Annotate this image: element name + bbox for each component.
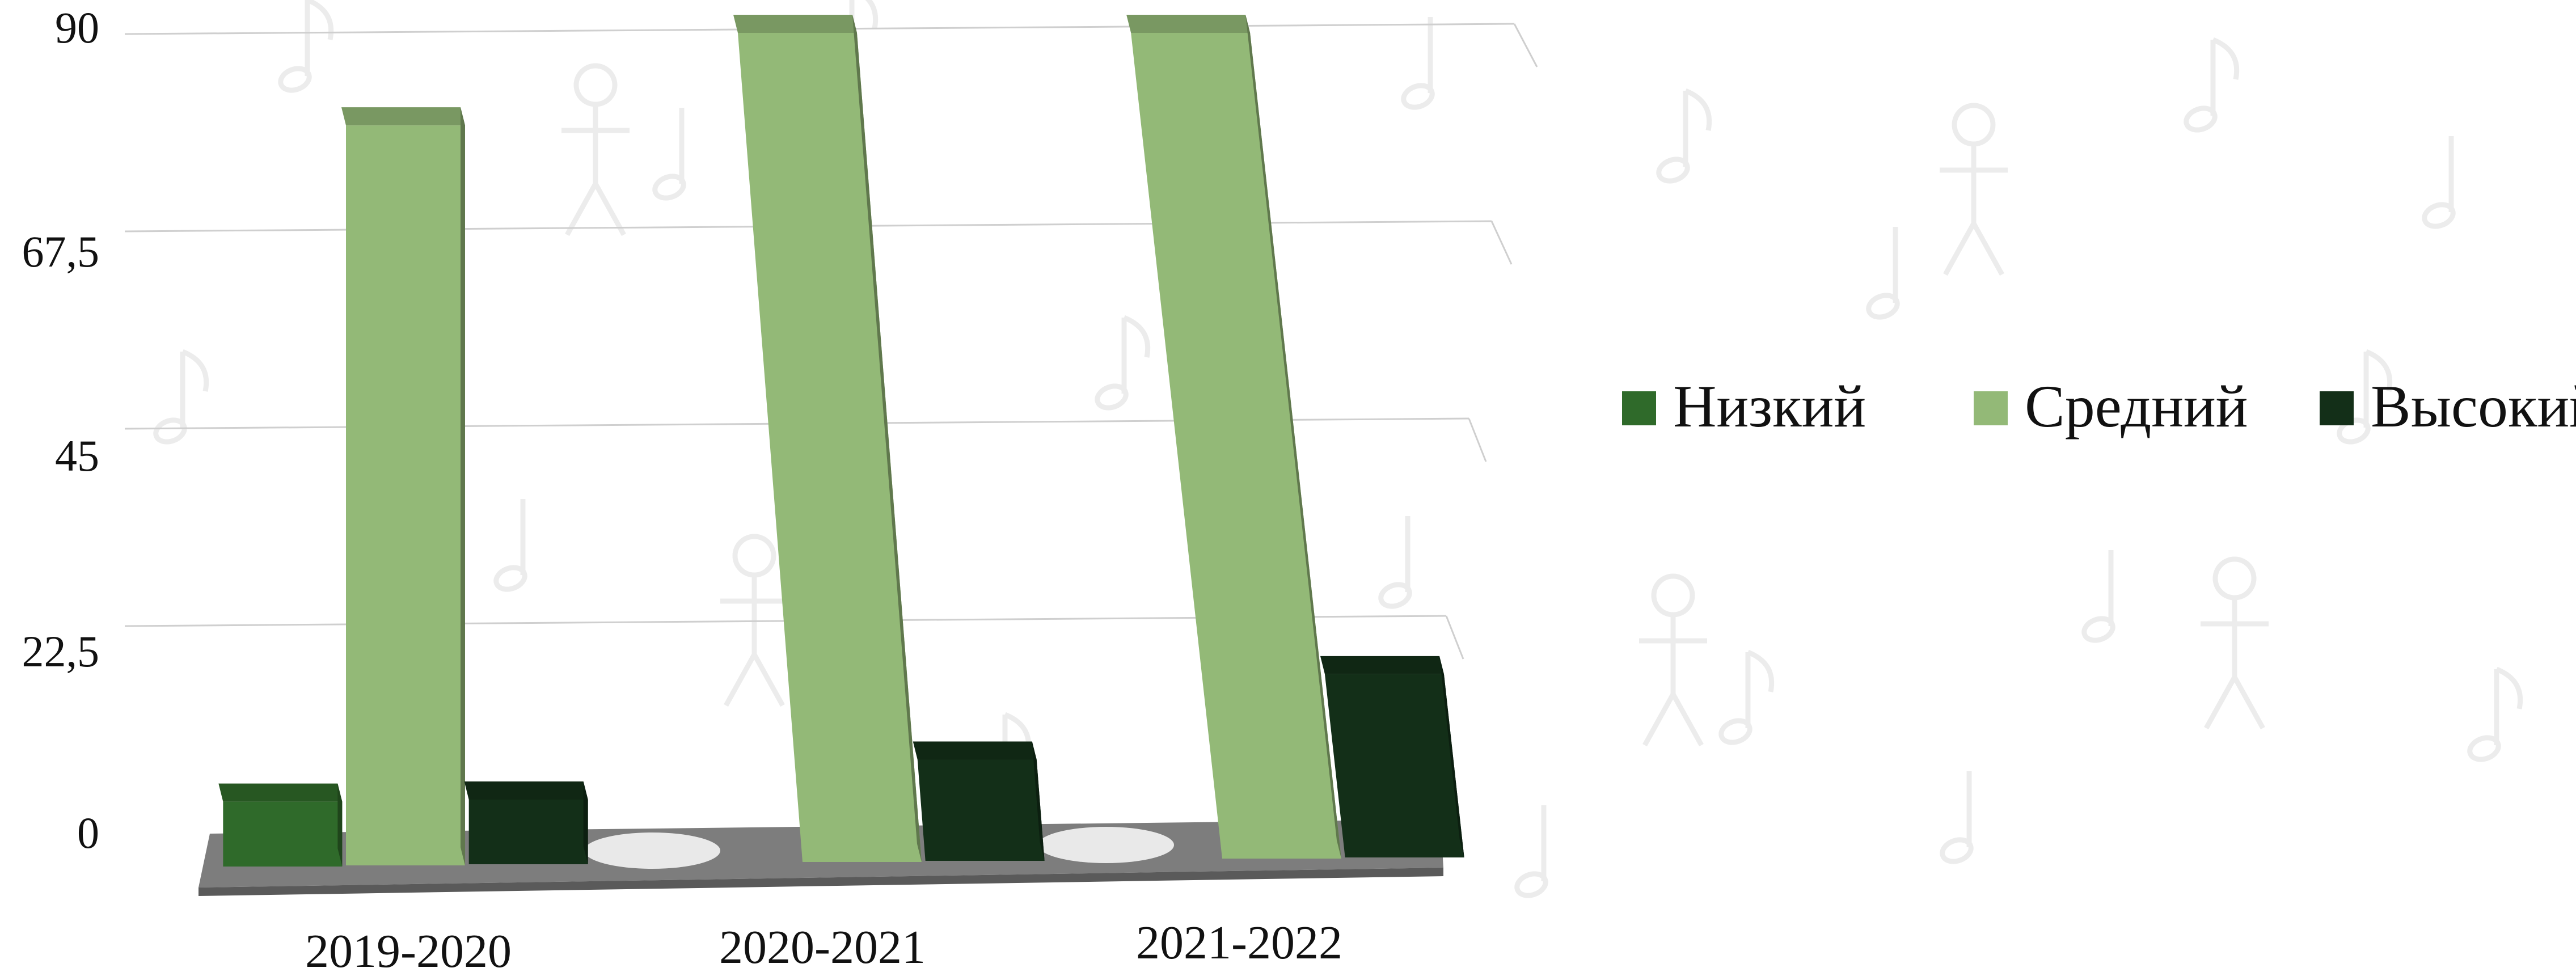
x-axis-categories: 2019-2020 2020-2021 2021-2022: [305, 916, 1342, 972]
grid-line-depth: [1445, 615, 1464, 660]
stick-figure-doodle: [2201, 556, 2269, 730]
music-note-doodle: [1401, 17, 1435, 110]
legend-label: Низкий: [1673, 373, 1866, 439]
bar-side: [461, 107, 465, 866]
bar-front: [917, 759, 1045, 861]
bar-Средний-2020-2021: [733, 15, 922, 862]
bar-Высокий-2021-2022: [1320, 656, 1464, 857]
grid-line-depth: [1490, 221, 1513, 265]
bar-front: [737, 33, 922, 862]
y-tick-label: 45: [55, 431, 99, 480]
legend-item: Низкий: [1622, 373, 1866, 439]
bar-Средний-2021-2022: [1126, 15, 1341, 859]
music-note-doodle: [1718, 649, 1775, 745]
bar-side: [337, 783, 343, 867]
background-doodles: [153, 0, 2523, 898]
x-category-label: 2021-2022: [1136, 916, 1342, 969]
legend-label: Высокий: [2371, 373, 2576, 439]
x-category-label: 2020-2021: [719, 921, 926, 972]
bar-side: [1245, 15, 1341, 859]
floor-highlight: [584, 832, 720, 869]
bar-front: [468, 799, 588, 864]
y-tick-label: 22,5: [22, 627, 100, 676]
music-note-doodle: [1940, 771, 1974, 864]
bar-side: [1032, 741, 1045, 861]
legend: Низкий Средний Высокий: [1622, 373, 2576, 439]
bar-top: [733, 15, 857, 33]
legend-swatch: [1622, 391, 1656, 425]
music-note-doodle: [1514, 805, 1548, 898]
y-tick-label: 90: [55, 3, 99, 52]
music-note-doodle: [1095, 315, 1151, 411]
bar-side: [852, 15, 922, 862]
y-tick-label: 67,5: [22, 227, 100, 276]
floor-highlight: [1038, 827, 1174, 863]
music-note-doodle: [652, 108, 686, 201]
music-note-doodle: [1866, 227, 1900, 320]
music-note-doodle: [2081, 550, 2115, 643]
legend-label: Средний: [2025, 373, 2248, 439]
bar-Высокий-2020-2021: [913, 741, 1045, 861]
bar-front: [346, 125, 465, 866]
stick-figure-doodle: [1639, 573, 1707, 747]
x-category-label: 2019-2020: [305, 925, 512, 972]
music-note-doodle: [1656, 88, 1712, 184]
floor-edge: [199, 868, 1443, 896]
bar-Средний-2019-2020: [341, 107, 465, 866]
music-note-doodle: [1378, 516, 1412, 609]
grid-line-depth: [1513, 23, 1538, 67]
music-note-doodle: [493, 499, 527, 592]
bar-front: [1131, 33, 1341, 859]
music-note-doodle: [2184, 37, 2240, 133]
music-note-doodle: [2422, 136, 2456, 229]
bars: [218, 15, 1464, 867]
bar-top: [218, 783, 343, 802]
stick-figure-doodle: [1940, 103, 2008, 276]
bar-top: [464, 781, 588, 800]
bar-Высокий-2019-2020: [464, 781, 588, 864]
legend-item: Средний: [1974, 373, 2248, 439]
bar-front: [223, 801, 343, 867]
y-tick-label: 0: [77, 808, 99, 857]
music-note-doodle: [2467, 666, 2523, 762]
stick-figure-doodle: [561, 63, 630, 236]
stick-figure-doodle: [720, 534, 788, 707]
bar-Низкий-2019-2020: [218, 783, 343, 867]
bar-top: [341, 107, 465, 126]
y-axis-ticks: 0 22,5 45 67,5 90: [22, 3, 100, 857]
bar-side: [1439, 656, 1464, 857]
bar-side: [583, 781, 588, 864]
bar-top: [913, 741, 1037, 760]
legend-swatch: [1974, 391, 2008, 425]
bar-front: [1324, 674, 1464, 857]
legend-swatch: [2320, 391, 2354, 425]
music-note-doodle: [153, 349, 209, 445]
bar-top: [1320, 656, 1444, 674]
grid-line-depth: [1468, 418, 1487, 462]
legend-item: Высокий: [2320, 373, 2576, 439]
music-note-doodle: [278, 0, 334, 93]
bar-top: [1126, 15, 1251, 33]
